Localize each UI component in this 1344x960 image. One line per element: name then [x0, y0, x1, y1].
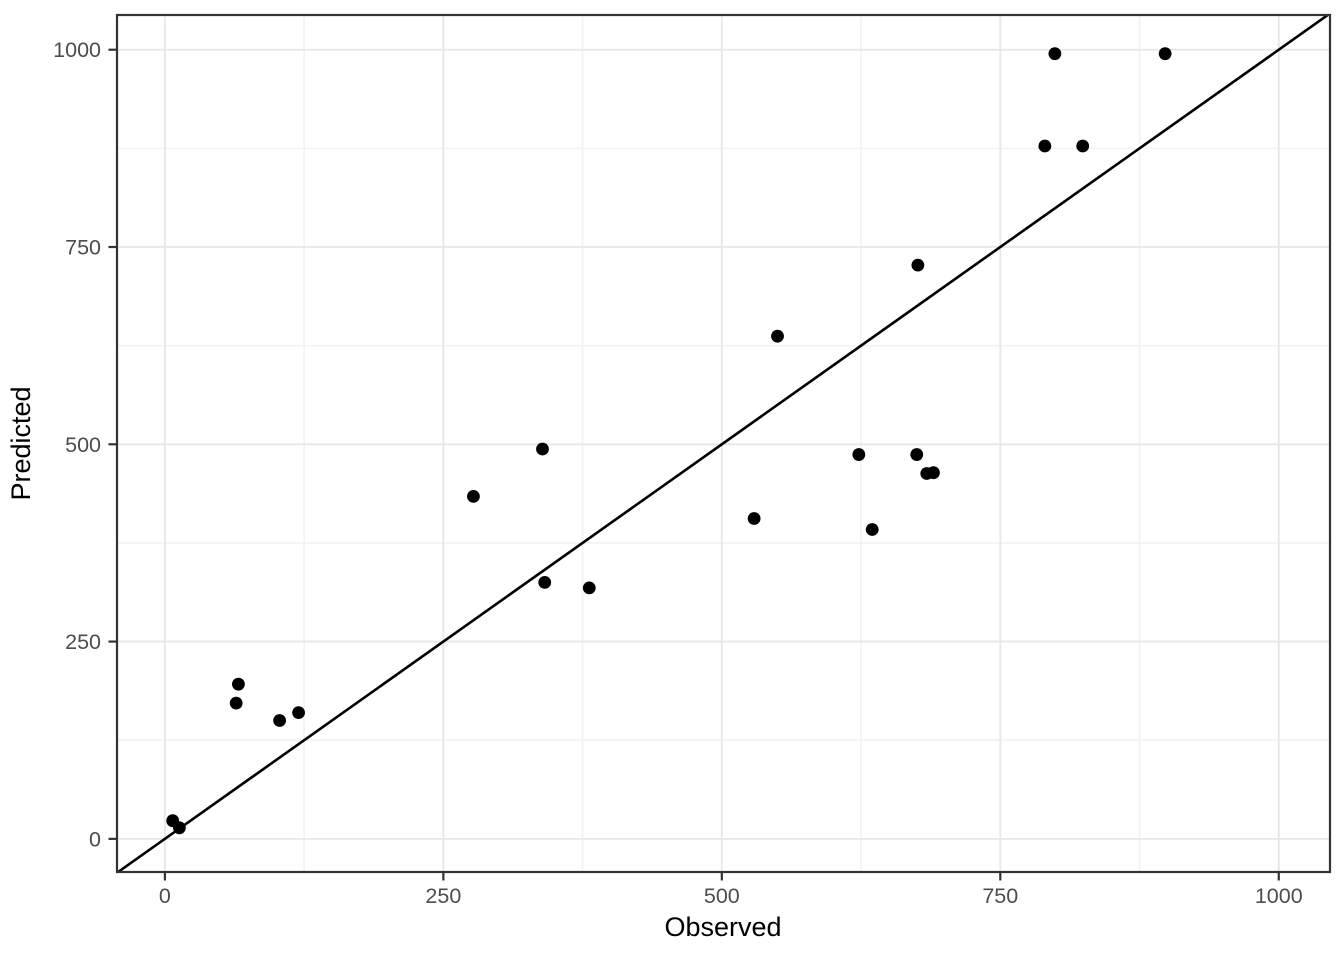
data-point	[1158, 47, 1172, 61]
data-point	[229, 696, 243, 710]
x-axis-tick-labels: 0 250 500 750 1000	[159, 884, 1303, 908]
x-tick-label: 750	[982, 884, 1018, 908]
x-tick-label: 0	[159, 884, 171, 908]
data-point	[747, 512, 761, 525]
x-axis-ticks	[163, 872, 1280, 881]
y-tick-label: 250	[65, 630, 101, 654]
data-point	[538, 575, 552, 589]
x-axis-title: Observed	[664, 912, 781, 942]
data-point	[1076, 139, 1090, 153]
data-point	[771, 329, 784, 343]
data-point	[292, 706, 305, 719]
data-point	[232, 677, 245, 691]
data-point	[852, 448, 866, 461]
y-tick-label: 500	[65, 433, 101, 457]
data-point	[865, 523, 879, 536]
data-point	[467, 489, 480, 503]
data-point	[1038, 139, 1052, 153]
x-tick-label: 1000	[1255, 884, 1303, 908]
y-tick-label: 750	[65, 236, 101, 260]
data-point	[911, 258, 925, 272]
data-point	[273, 714, 287, 727]
data-point	[927, 466, 940, 480]
x-tick-label: 250	[425, 884, 461, 908]
identity-line	[117, 15, 1330, 872]
data-point	[1048, 47, 1062, 61]
data-point	[582, 581, 596, 595]
y-tick-label: 0	[89, 827, 101, 851]
y-tick-label: 1000	[53, 38, 101, 62]
data-point	[910, 448, 924, 461]
x-tick-label: 500	[704, 884, 740, 908]
data-point	[536, 442, 549, 456]
y-axis-title: Predicted	[6, 386, 36, 500]
y-axis-tick-labels: 0 250 500 750 1000	[53, 38, 101, 851]
data-point	[172, 821, 186, 835]
data-points	[166, 47, 1172, 835]
y-axis-ticks	[108, 48, 117, 840]
identity-line-group	[117, 15, 1330, 872]
